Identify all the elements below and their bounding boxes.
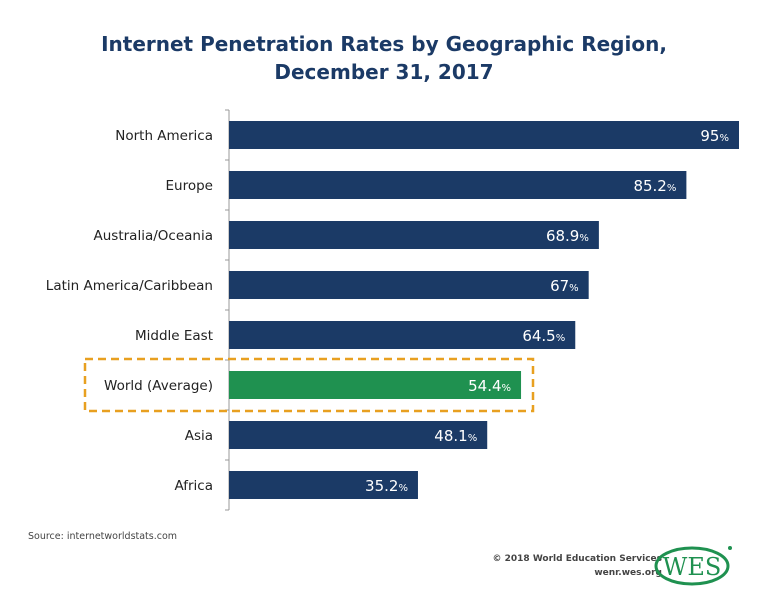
- data-label: 85.2%: [633, 177, 676, 195]
- category-label: Europe: [166, 178, 213, 194]
- wes-logo: WES: [654, 546, 732, 586]
- bar: [229, 221, 599, 249]
- bar: [229, 271, 589, 299]
- category-label: Asia: [185, 428, 213, 444]
- bar: [229, 121, 739, 149]
- bar: [229, 471, 418, 499]
- category-label: Latin America/Caribbean: [46, 278, 213, 294]
- data-label: 64.5%: [522, 327, 565, 345]
- chart-title: Internet Penetration Rates by Geographic…: [0, 30, 768, 86]
- bar: [229, 321, 576, 349]
- copyright-block: © 2018 World Education Services wenr.wes…: [493, 552, 663, 580]
- bar: [229, 421, 488, 449]
- data-label: 68.9%: [546, 227, 589, 245]
- subtitle: December 31, 2017: [274, 60, 494, 84]
- highlight-box: [83, 357, 535, 413]
- copyright: © 2018 World Education Services: [492, 554, 663, 564]
- category-label: Middle East: [135, 328, 213, 344]
- category-label: North America: [115, 128, 213, 144]
- category-label: Australia/Oceania: [94, 228, 213, 244]
- data-label: 48.1%: [434, 427, 477, 445]
- svg-text:WES: WES: [663, 553, 722, 581]
- data-label: 54.4%: [468, 377, 511, 395]
- website-url: wenr.wes.org: [594, 568, 662, 578]
- title-line: Internet Penetration Rates by Geographic…: [101, 32, 667, 56]
- bar: [229, 371, 522, 399]
- bar: [229, 171, 687, 199]
- category-label: Africa: [174, 478, 213, 494]
- data-label: 35.2%: [365, 477, 408, 495]
- category-label: World (Average): [104, 378, 213, 394]
- source-note: Source: internetworldstats.com: [28, 531, 178, 542]
